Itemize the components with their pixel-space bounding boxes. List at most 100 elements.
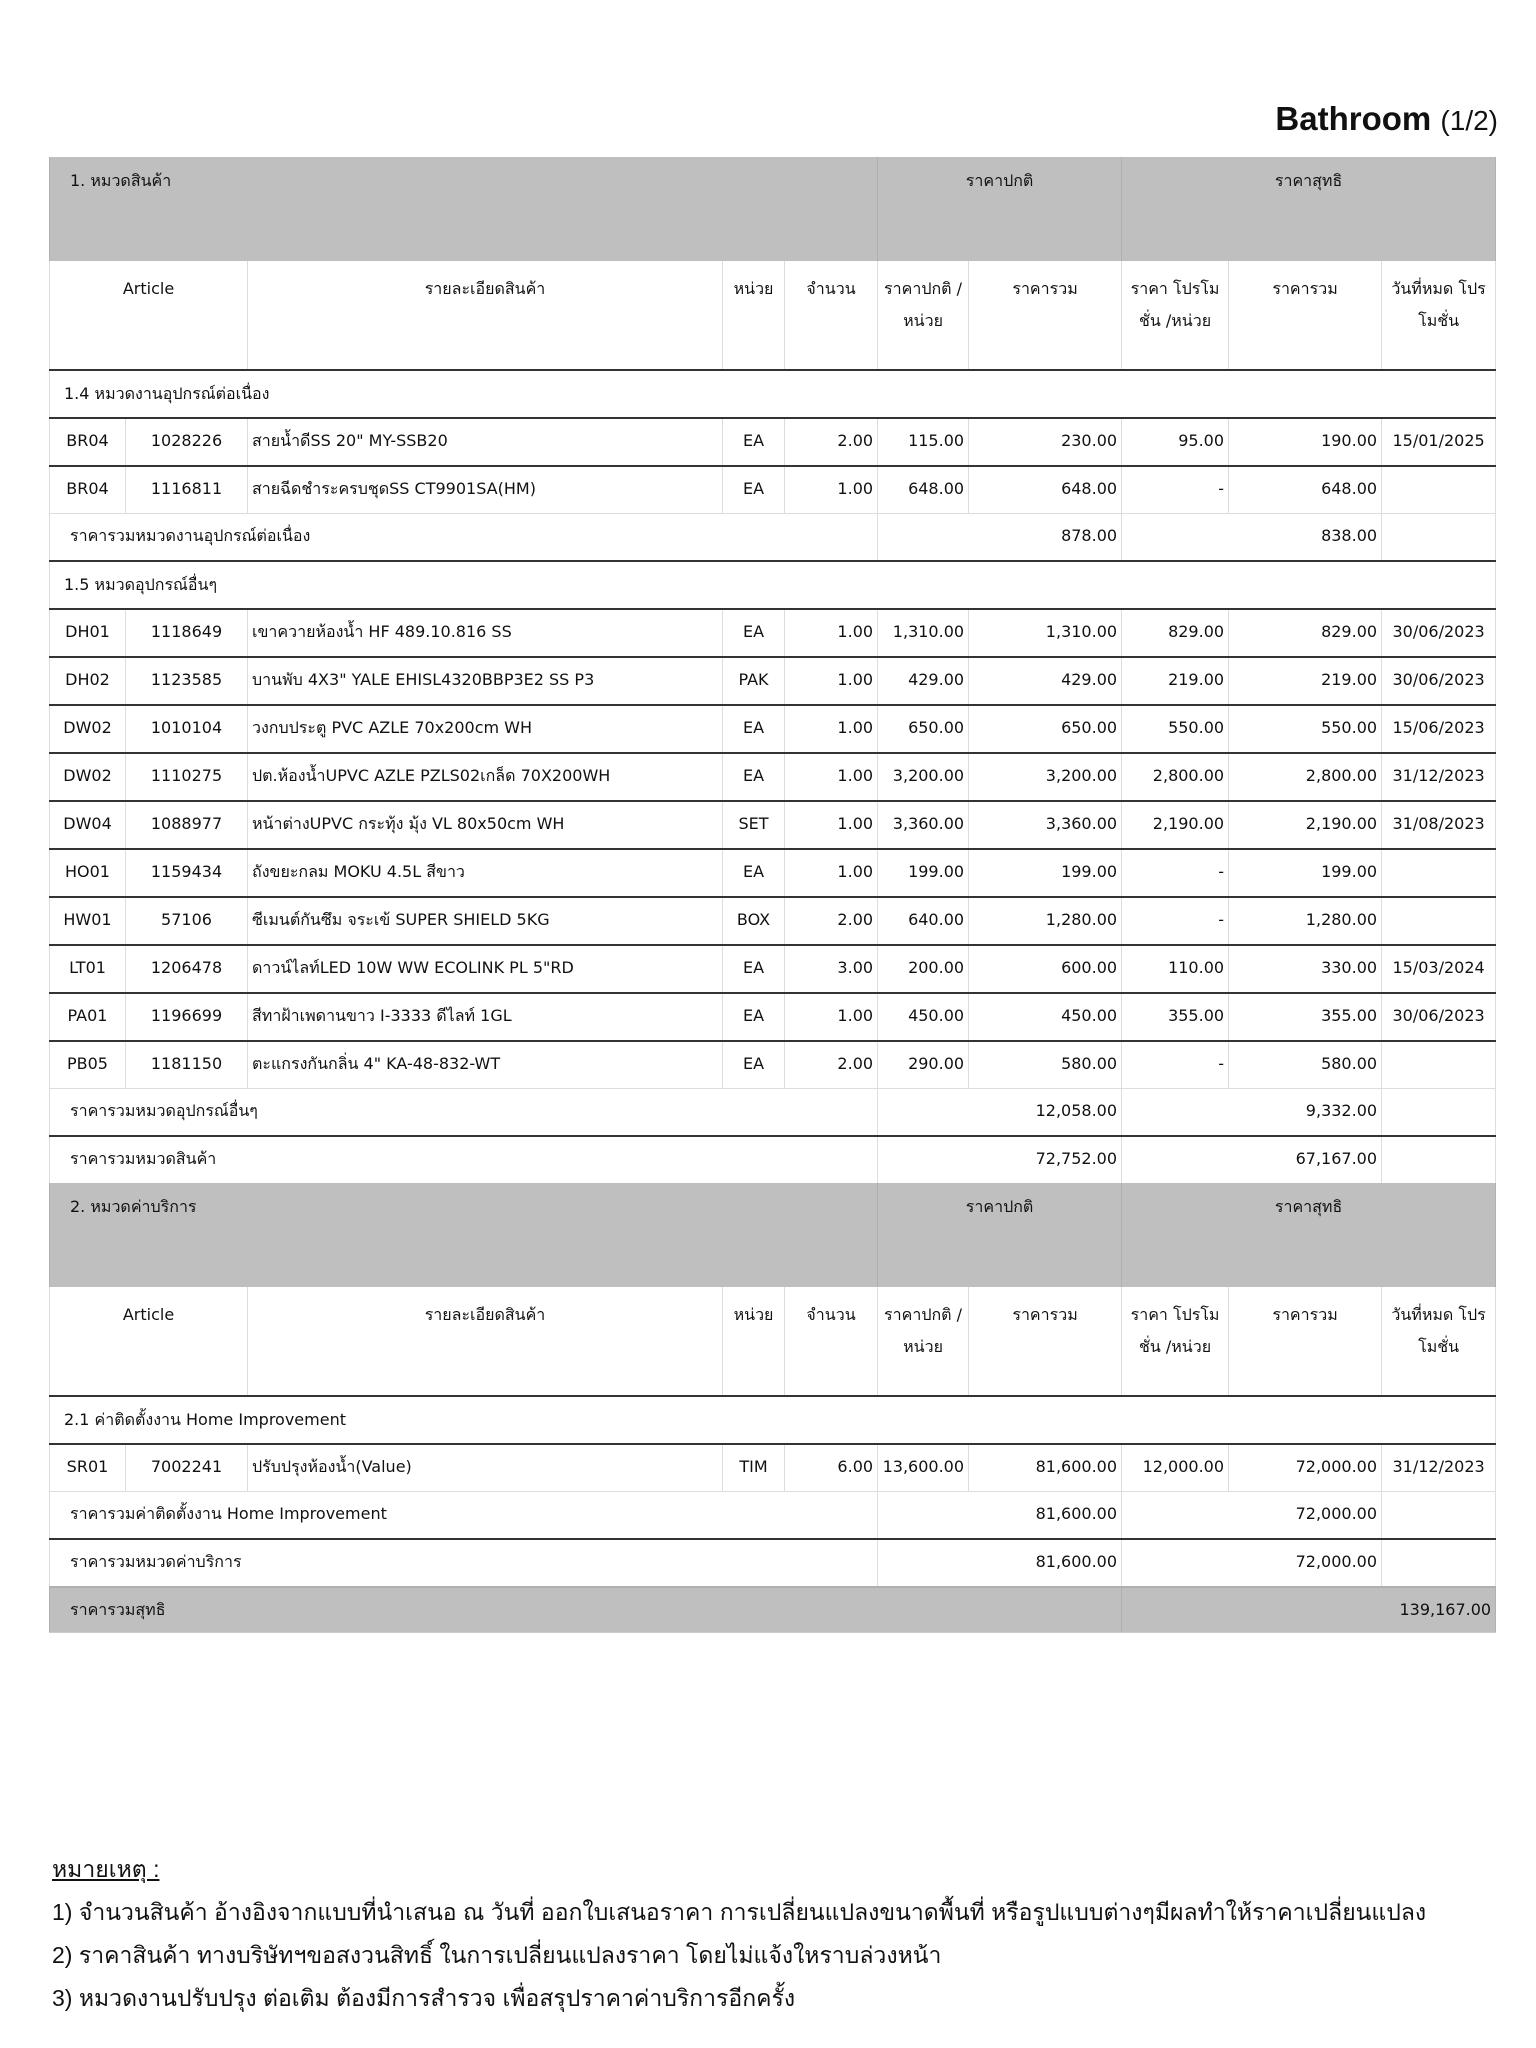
net-total: 190.00 — [1228, 417, 1383, 466]
group-header: 2.1 ค่าติดตั้งงาน Home Improvement — [48, 1395, 1497, 1444]
col-net-total: ราคารวม — [1228, 1287, 1383, 1396]
qty: 1.00 — [783, 608, 879, 657]
empty-cell — [1381, 1135, 1497, 1183]
column-header-row: Article รายละเอียดสินค้า หน่วย จำนวน ราคาปกต… — [49, 1287, 1497, 1396]
total: 230.00 — [968, 417, 1123, 466]
table-row: PB05 1181150 ตะแกรงกันกลิ่น 4" KA-48-832-W… — [49, 1040, 1497, 1089]
article-number: 1010104 — [125, 704, 248, 753]
qty: 1.00 — [783, 465, 879, 514]
description: ซีเมนต์กันซึม จระเข้ SUPER SHIELD 5KG — [247, 896, 723, 945]
article-code: DH02 — [49, 656, 126, 705]
article-number: 7002241 — [125, 1443, 248, 1492]
qty: 1.00 — [783, 848, 879, 897]
unit-price: 3,360.00 — [877, 800, 970, 849]
net-total: 2,800.00 — [1228, 752, 1383, 801]
band-normal-price: ราคาปกติ — [877, 157, 1123, 261]
unit-price: 450.00 — [877, 992, 970, 1041]
article-code: BR04 — [49, 465, 126, 514]
promo-price: 12,000.00 — [1121, 1443, 1230, 1492]
unit-price: 290.00 — [877, 1040, 970, 1089]
unit: EA — [722, 944, 785, 993]
article-code: PB05 — [49, 1040, 126, 1089]
note-item: 3) หมวดงานปรับปรุง ต่อเติม ต้องมีการสำรว… — [52, 1985, 796, 2011]
grand-total-label: ราคารวมสุทธิ — [48, 1586, 1123, 1633]
subtotal-row: ราคารวมค่าติดตั้งงาน Home Improvement 81,… — [48, 1491, 1497, 1539]
total: 1,280.00 — [968, 896, 1123, 945]
description: ปต.ห้องน้ำUPVC AZLE PZLS02เกล็ด 70X200WH — [247, 752, 723, 801]
promo-price: 2,190.00 — [1121, 800, 1230, 849]
article-code: SR01 — [49, 1443, 126, 1492]
net-total: 199.00 — [1228, 848, 1383, 897]
section-total: 81,600.00 — [877, 1538, 1123, 1587]
unit: EA — [722, 608, 785, 657]
table-row: HW01 57106 ซีเมนต์กันซึม จระเข้ SUPER SHIE… — [49, 896, 1497, 945]
group-header: 1.5 หมวดอุปกรณ์อื่นๆ — [48, 560, 1497, 609]
qty: 2.00 — [783, 1040, 879, 1089]
section-total-label: ราคารวมหมวดค่าบริการ — [48, 1538, 879, 1587]
unit: EA — [722, 704, 785, 753]
qty: 2.00 — [783, 417, 879, 466]
net-total: 580.00 — [1228, 1040, 1383, 1089]
subtotal-net: 72,000.00 — [1121, 1491, 1383, 1539]
column-header-row: Article รายละเอียดสินค้า หน่วย จำนวน ราคาปกต… — [49, 261, 1497, 370]
total: 600.00 — [968, 944, 1123, 993]
description: ถังขยะกลม MOKU 4.5L สีขาว — [247, 848, 723, 897]
total: 81,600.00 — [968, 1443, 1123, 1492]
group-header: 1.4 หมวดงานอุปกรณ์ต่อเนื่อง — [48, 369, 1497, 418]
col-promo-price: ราคา โปรโมชั่น /หน่วย — [1121, 1287, 1230, 1396]
unit-price: 3,200.00 — [877, 752, 970, 801]
section-title: 2. หมวดค่าบริการ — [48, 1183, 879, 1287]
article-number: 1196699 — [125, 992, 248, 1041]
total: 450.00 — [968, 992, 1123, 1041]
article-number: 1110275 — [125, 752, 248, 801]
unit-price: 640.00 — [877, 896, 970, 945]
qty: 3.00 — [783, 944, 879, 993]
note-item: 2) ราคาสินค้า ทางบริษัทฯขอสงวนสิทธิ์ ในก… — [52, 1942, 942, 1968]
promo-end: 15/06/2023 — [1381, 704, 1497, 753]
net-total: 648.00 — [1228, 465, 1383, 514]
unit: EA — [722, 417, 785, 466]
col-total: ราคารวม — [968, 1287, 1123, 1396]
col-description: รายละเอียดสินค้า — [247, 1287, 723, 1396]
notes-heading: หมายเหตุ : — [52, 1856, 160, 1882]
total: 429.00 — [968, 656, 1123, 705]
unit-price: 650.00 — [877, 704, 970, 753]
article-code: HW01 — [49, 896, 126, 945]
article-code: DH01 — [49, 608, 126, 657]
notes: หมายเหตุ : 1) จำนวนสินค้า อ้างอิงจากแบบท… — [52, 1848, 1426, 2020]
unit-price: 648.00 — [877, 465, 970, 514]
net-total: 829.00 — [1228, 608, 1383, 657]
table-row: DH02 1123585 บานพับ 4X3" YALE EHISL4320BBP… — [49, 656, 1497, 705]
section-title: 1. หมวดสินค้า — [48, 157, 879, 261]
promo-price: 550.00 — [1121, 704, 1230, 753]
article-number: 1028226 — [125, 417, 248, 466]
promo-price: 829.00 — [1121, 608, 1230, 657]
unit: EA — [722, 848, 785, 897]
col-promo-end: วันที่หมด โปรโมชั่น — [1381, 261, 1497, 370]
page-number: (1/2) — [1440, 105, 1498, 136]
subtotal-total: 12,058.00 — [877, 1088, 1123, 1136]
unit: EA — [722, 1040, 785, 1089]
total: 3,360.00 — [968, 800, 1123, 849]
col-promo-price: ราคา โปรโมชั่น /หน่วย — [1121, 261, 1230, 370]
col-total: ราคารวม — [968, 261, 1123, 370]
qty: 2.00 — [783, 896, 879, 945]
promo-end: 31/12/2023 — [1381, 752, 1497, 801]
promo-end — [1381, 465, 1497, 514]
article-code: DW04 — [49, 800, 126, 849]
col-unit-price: ราคาปกติ /หน่วย — [877, 261, 970, 370]
promo-end: 30/06/2023 — [1381, 608, 1497, 657]
table-row: DW04 1088977 หน้าต่างUPVC กระทุ้ง มุ้ง VL … — [49, 800, 1497, 849]
unit: EA — [722, 465, 785, 514]
promo-price: 110.00 — [1121, 944, 1230, 993]
unit: BOX — [722, 896, 785, 945]
description: สายน้ำดีSS 20" MY-SSB20 — [247, 417, 723, 466]
description: เขาควายห้องน้ำ HF 489.10.816 SS — [247, 608, 723, 657]
article-number: 1206478 — [125, 944, 248, 993]
total: 650.00 — [968, 704, 1123, 753]
promo-end — [1381, 896, 1497, 945]
article-code: LT01 — [49, 944, 126, 993]
promo-end: 15/01/2025 — [1381, 417, 1497, 466]
col-unit: หน่วย — [722, 1287, 785, 1396]
subtotal-row: ราคารวมหมวดอุปกรณ์อื่นๆ 12,058.00 9,332.00 — [48, 1088, 1497, 1136]
